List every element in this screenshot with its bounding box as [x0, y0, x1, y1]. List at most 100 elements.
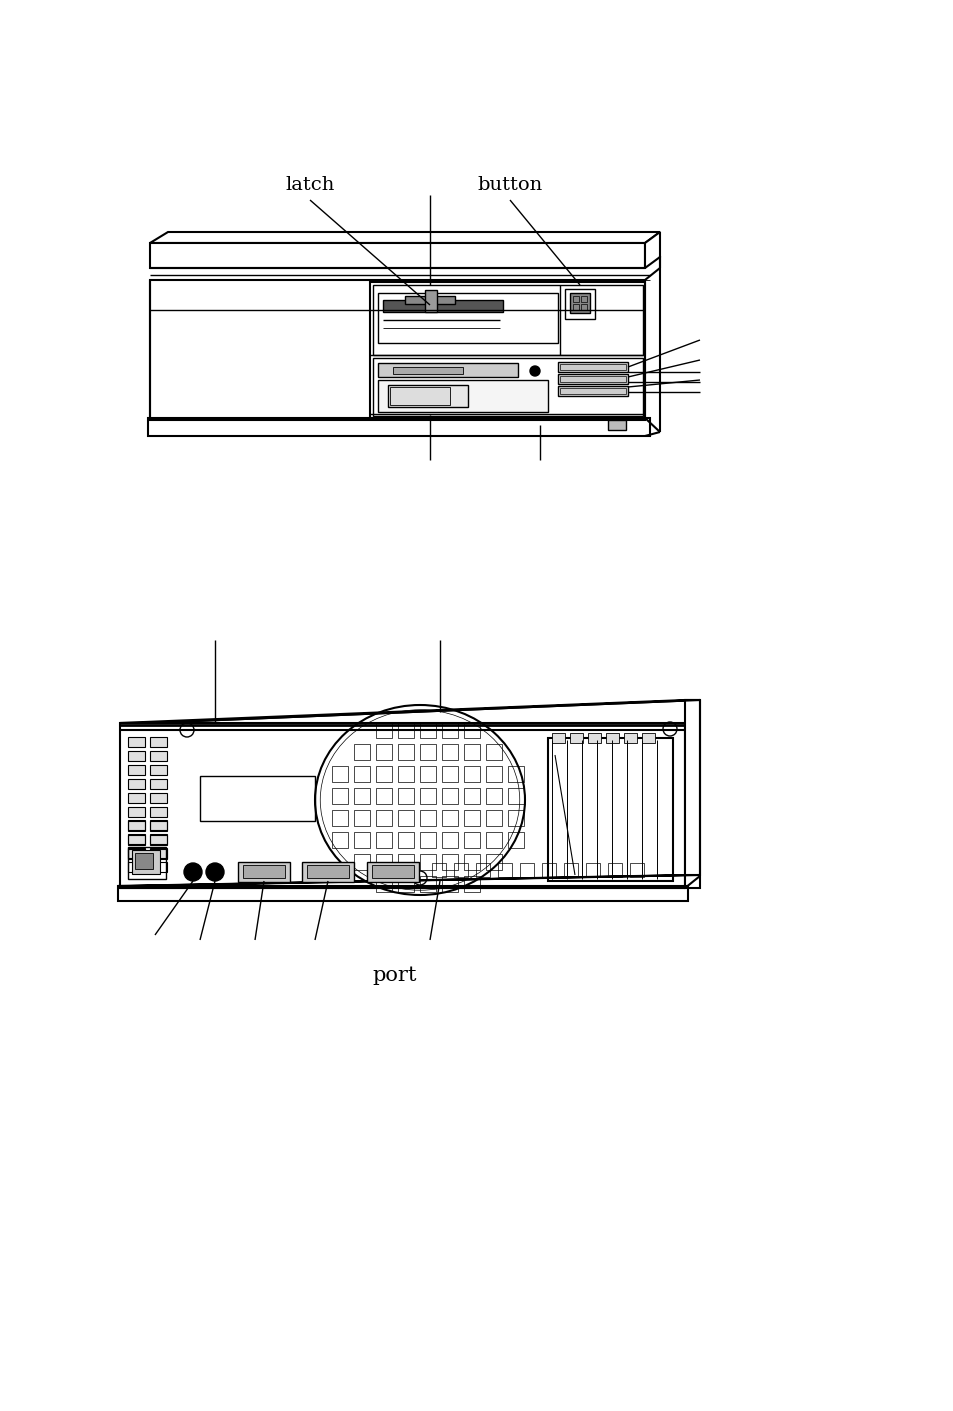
Bar [558, 363, 627, 373]
Bar [463, 722, 479, 738]
Bar [607, 420, 625, 430]
Bar [441, 876, 457, 892]
Bar [580, 296, 586, 302]
Bar [375, 832, 392, 848]
Bar [580, 303, 586, 310]
Bar [150, 820, 167, 830]
Bar [641, 732, 655, 744]
Bar [150, 848, 167, 858]
Bar [390, 387, 450, 405]
Bar [569, 732, 582, 744]
Bar [441, 854, 457, 871]
Bar [424, 291, 436, 312]
Bar [307, 865, 349, 878]
Bar [629, 864, 643, 878]
Bar [463, 810, 479, 825]
Polygon shape [150, 243, 644, 268]
Bar [397, 832, 414, 848]
Text: port: port [373, 965, 416, 985]
Bar [419, 744, 436, 761]
Bar [354, 766, 370, 782]
Bar [397, 810, 414, 825]
Circle shape [530, 365, 539, 375]
Bar [559, 388, 625, 394]
Bar [559, 364, 625, 370]
Bar [485, 744, 501, 761]
Polygon shape [684, 700, 700, 888]
Bar [128, 821, 145, 831]
Bar [150, 862, 167, 872]
Polygon shape [118, 875, 700, 886]
Bar [377, 380, 547, 412]
Bar [552, 732, 564, 744]
Polygon shape [150, 231, 659, 243]
Bar [585, 864, 599, 878]
Bar [393, 367, 462, 374]
Bar [558, 387, 627, 396]
Bar [150, 765, 167, 775]
Bar [150, 807, 167, 817]
Bar [476, 864, 490, 878]
Bar [135, 854, 152, 869]
Bar [128, 862, 145, 872]
Bar [150, 835, 167, 845]
Bar [354, 744, 370, 761]
Bar [463, 876, 479, 892]
Bar [128, 820, 145, 830]
Bar [497, 864, 512, 878]
Bar [367, 862, 418, 882]
Bar [419, 810, 436, 825]
Bar [332, 766, 348, 782]
Bar [375, 766, 392, 782]
Bar [332, 810, 348, 825]
Bar [397, 876, 414, 892]
Bar [605, 732, 618, 744]
Bar [485, 766, 501, 782]
Bar [547, 738, 672, 880]
Bar [441, 832, 457, 848]
Bar [373, 285, 642, 356]
Bar [397, 854, 414, 871]
Bar [375, 876, 392, 892]
Polygon shape [120, 700, 700, 722]
Bar [507, 832, 523, 848]
Bar [150, 834, 167, 844]
Bar [375, 787, 392, 804]
Bar [148, 418, 649, 436]
Bar [607, 864, 621, 878]
Bar [128, 793, 145, 803]
Bar [332, 832, 348, 848]
Bar [397, 766, 414, 782]
Bar [559, 375, 625, 382]
Bar [397, 787, 414, 804]
Bar [507, 766, 523, 782]
Bar [441, 744, 457, 761]
Bar [441, 810, 457, 825]
Bar [485, 832, 501, 848]
Bar [441, 766, 457, 782]
Bar [587, 732, 600, 744]
Bar [243, 865, 285, 878]
Bar [485, 787, 501, 804]
Bar [485, 810, 501, 825]
Bar [419, 787, 436, 804]
Bar [507, 810, 523, 825]
Bar [332, 787, 348, 804]
Bar [372, 865, 414, 878]
Polygon shape [644, 231, 659, 268]
Bar [397, 722, 414, 738]
Bar [237, 862, 290, 882]
Bar [375, 744, 392, 761]
Bar [375, 810, 392, 825]
Bar [541, 864, 556, 878]
Bar [302, 862, 354, 882]
Bar [370, 282, 644, 418]
Bar [382, 301, 502, 312]
Bar [405, 296, 455, 303]
Bar [354, 854, 370, 871]
Bar [463, 766, 479, 782]
Bar [573, 296, 578, 302]
Bar [573, 303, 578, 310]
Bar [132, 849, 160, 873]
Bar [441, 722, 457, 738]
